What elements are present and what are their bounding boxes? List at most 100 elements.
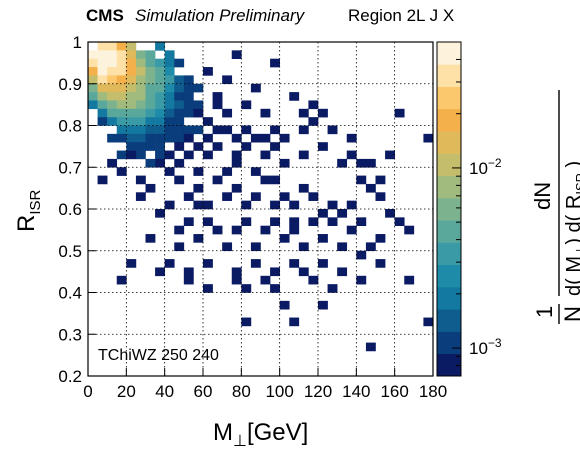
x-tick-label: 20 xyxy=(117,382,136,401)
heatmap-bin xyxy=(164,67,175,76)
heatmap-bin xyxy=(203,133,213,143)
heatmap-bin xyxy=(145,183,156,193)
heatmap-bin xyxy=(107,158,118,168)
heatmap-bin xyxy=(126,75,137,85)
heatmap-bin xyxy=(193,142,204,151)
heatmap-bin xyxy=(222,75,233,85)
heatmap-bin xyxy=(97,50,108,59)
heatmap-bin xyxy=(203,117,213,126)
heatmap-bin xyxy=(270,200,280,210)
heatmap-bin xyxy=(241,217,252,226)
heatmap-bin xyxy=(164,117,175,126)
heatmap-bin xyxy=(126,83,137,93)
heatmap-bin xyxy=(155,92,165,101)
heatmap-bin xyxy=(241,125,252,135)
heatmap-bin xyxy=(231,133,242,143)
x-tick-label: 120 xyxy=(304,382,332,401)
heatmap-bin xyxy=(289,317,300,327)
heatmap-bin xyxy=(365,158,376,168)
status-label: Simulation Preliminary xyxy=(135,6,305,25)
heatmap-bin xyxy=(183,150,194,160)
heatmap-bin xyxy=(270,284,280,293)
heatmap-bin xyxy=(318,234,328,243)
heatmap-bin xyxy=(164,125,175,135)
heatmap-bin xyxy=(231,158,242,168)
heatmap-bin xyxy=(356,217,367,226)
heatmap-bin xyxy=(337,242,348,252)
heatmap-bin xyxy=(222,242,233,252)
heatmap-bin xyxy=(193,100,204,110)
heatmap-bin xyxy=(88,92,98,101)
colorbar xyxy=(437,42,461,377)
heatmap-bin xyxy=(107,75,118,85)
x-axis-title: M⊥[GeV] xyxy=(213,419,308,450)
y-axis-title: RISR xyxy=(13,189,44,232)
heatmap-bin xyxy=(88,58,98,68)
heatmap-bin xyxy=(241,284,252,293)
heatmap-bin xyxy=(231,275,242,285)
x-tick-label: 0 xyxy=(83,382,92,401)
heatmap-bin xyxy=(126,133,137,143)
heatmap-bin xyxy=(107,42,118,51)
heatmap-bin xyxy=(183,267,194,277)
heatmap-bin xyxy=(174,142,185,151)
y-ticks: 0.2 0.3 0.4 0.5 0.6 0.7 0.8 0.9 1 xyxy=(58,33,96,386)
heatmap-bin xyxy=(404,275,415,285)
colorbar-segment xyxy=(437,86,461,110)
heatmap-bin xyxy=(298,150,309,160)
heatmap-bin xyxy=(155,209,165,218)
heatmap-bin xyxy=(107,92,118,101)
colorbar-segment xyxy=(437,108,461,132)
heatmap-bin xyxy=(404,225,415,235)
heatmap-bin xyxy=(126,142,137,151)
grid-layer xyxy=(88,42,433,376)
heatmap-bin xyxy=(155,42,165,51)
heatmap-bin xyxy=(126,108,137,118)
heatmap-bin xyxy=(279,192,290,201)
heatmap-bin xyxy=(308,217,319,226)
heatmap-bin xyxy=(193,200,204,210)
heatmap-bin xyxy=(135,117,146,126)
heatmap-bin xyxy=(116,133,127,143)
heatmap-bin xyxy=(155,150,165,160)
heatmap-bin xyxy=(97,75,108,85)
heatmap-bin xyxy=(164,83,175,93)
heatmap-bin xyxy=(183,133,194,143)
y-tick-label: 0.6 xyxy=(58,200,82,219)
heatmap-bin xyxy=(164,200,175,210)
heatmap-bin xyxy=(231,267,242,277)
heatmap-bin xyxy=(126,150,137,160)
heatmap-bin xyxy=(116,117,127,126)
heatmap-bin xyxy=(327,217,338,226)
heatmap-bin xyxy=(375,259,386,268)
colorbar-segment xyxy=(437,264,461,288)
heatmap-bin xyxy=(135,142,146,151)
heatmap-bin xyxy=(174,117,185,126)
region-label: Region 2L J X xyxy=(348,6,455,25)
heatmap-bin xyxy=(135,175,146,185)
heatmap-bin xyxy=(394,217,405,226)
heatmap-bin xyxy=(155,100,165,110)
heatmap-bin xyxy=(116,108,127,118)
colorbar-segment xyxy=(437,197,461,221)
heatmap-bin xyxy=(318,300,328,310)
heatmap-bin xyxy=(97,108,108,118)
heatmap-bin xyxy=(107,50,118,59)
heatmap-bin xyxy=(298,242,309,252)
heatmap-bin xyxy=(116,50,127,59)
heatmap-bin xyxy=(135,108,146,118)
heatmap-bin xyxy=(289,217,300,226)
annotation: TChiWZ 250 240 xyxy=(98,347,219,364)
heatmap-bin xyxy=(164,58,175,68)
heatmap-bin xyxy=(346,150,357,160)
y-tick-label: 1 xyxy=(73,33,82,52)
heatmap-bin xyxy=(212,142,223,151)
heatmap-bin xyxy=(135,67,146,76)
heatmap-bin xyxy=(308,117,319,126)
heatmap-bin xyxy=(107,100,118,110)
heatmap-bin xyxy=(116,167,127,176)
heatmap-bin xyxy=(346,200,357,210)
heatmap-bin xyxy=(107,133,118,143)
heatmap-bin xyxy=(365,242,376,252)
y-tick-label: 0.2 xyxy=(58,367,82,386)
